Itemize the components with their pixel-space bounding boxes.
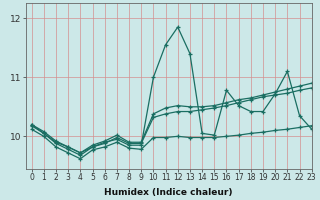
- X-axis label: Humidex (Indice chaleur): Humidex (Indice chaleur): [104, 188, 233, 197]
